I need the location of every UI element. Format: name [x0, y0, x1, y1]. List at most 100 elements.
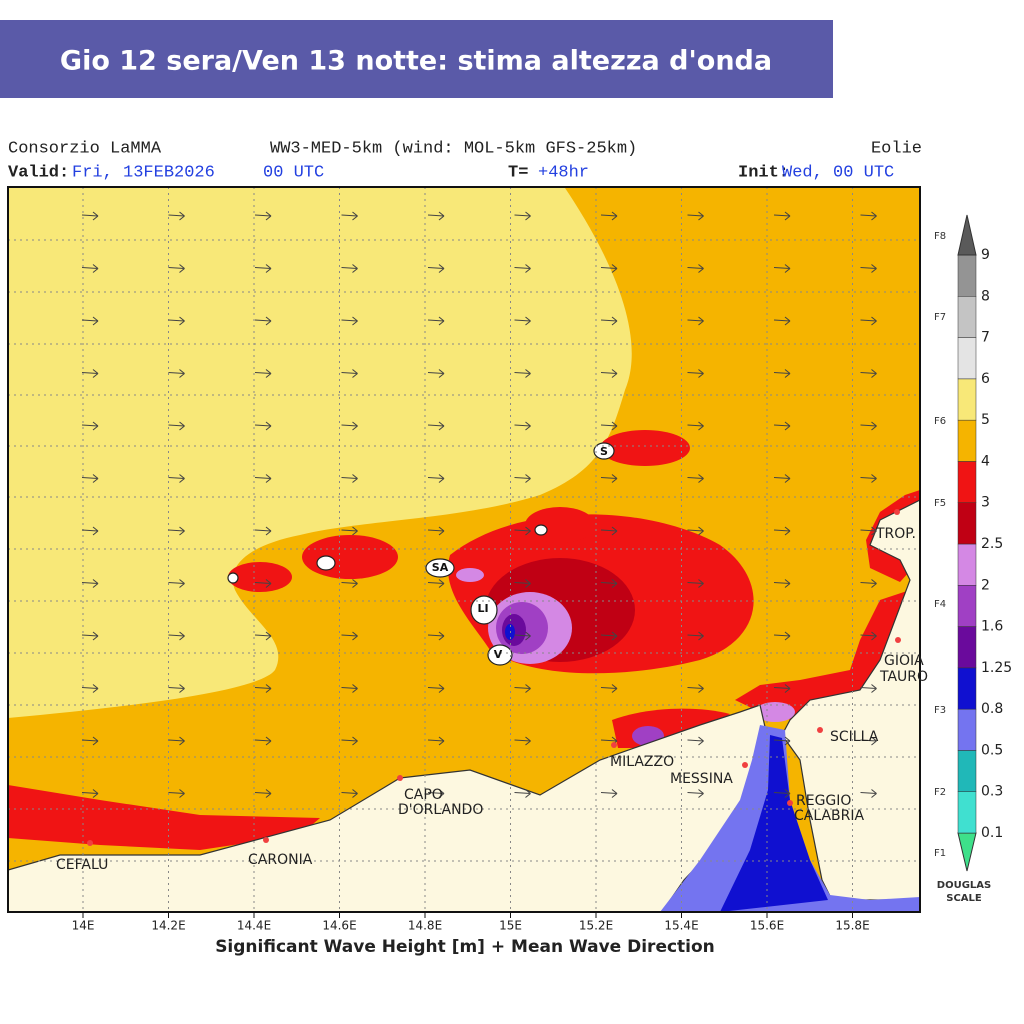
beaufort-label: F5: [934, 498, 946, 509]
arrow: [860, 316, 877, 326]
t-value: +48hr: [538, 163, 589, 182]
calabria-land: [781, 499, 920, 901]
legend-band: [957, 708, 977, 751]
legend-label: 6: [981, 371, 990, 387]
arrow: [600, 526, 618, 536]
arrow: [860, 474, 877, 483]
arrow: [427, 421, 445, 431]
init-label: Init:: [738, 163, 789, 182]
arrow: [514, 526, 531, 536]
arrow: [687, 684, 704, 693]
sea-3-4: [735, 590, 912, 728]
sea-3-4: [525, 507, 595, 543]
arrow: [168, 264, 185, 273]
arrow: [168, 736, 185, 746]
arrow: [860, 736, 877, 746]
arrow: [687, 789, 704, 798]
legend-band: [957, 502, 977, 545]
arrow: [341, 421, 358, 431]
arrow: [81, 264, 99, 273]
arrow: [341, 264, 358, 273]
arrow: [341, 579, 358, 588]
legend-label: 7: [981, 330, 990, 346]
place-label: CEFALU: [56, 857, 108, 873]
arrow: [600, 631, 618, 641]
arrow: [860, 631, 877, 641]
arrow: [81, 526, 99, 536]
beaufort-label: F1: [934, 848, 946, 859]
arrow: [514, 736, 531, 746]
arrow: [600, 316, 618, 326]
arrow: [427, 789, 445, 798]
init-value: Wed, 00 UTC: [782, 163, 894, 182]
arrow: [514, 421, 531, 431]
place-label: REGGIO: [796, 793, 851, 809]
sea-0.8-1.25: [720, 735, 828, 912]
arrow: [773, 684, 791, 693]
legend-title: DOUGLAS: [937, 880, 991, 891]
legend-band: [957, 254, 977, 297]
arrow: [600, 421, 618, 431]
wave-direction-arrows: [81, 211, 877, 798]
place-label: CALABRIA: [794, 808, 865, 824]
arrow: [341, 631, 358, 641]
arrow: [168, 631, 185, 641]
arrow: [254, 316, 272, 326]
arrow: [514, 579, 531, 588]
legend-band: [957, 750, 977, 792]
legend-band: [957, 626, 977, 669]
arrow: [81, 211, 99, 221]
arrow: [514, 264, 531, 273]
legend: 0.1 0.3 0.5 0.8 1.25 1.6 2 2.5 3 4 5 6 7 8 9 F1 F2 F3 F4 F5…: [934, 214, 1012, 904]
arrow: [514, 474, 531, 483]
town-dots: [87, 509, 901, 846]
legend-label: 1.25: [981, 660, 1012, 676]
sea-2-2.5: [456, 568, 484, 582]
arrow: [81, 316, 99, 326]
arrow: [514, 316, 531, 326]
arrow: [514, 684, 531, 693]
arrow: [254, 211, 272, 221]
arrow: [341, 684, 358, 693]
sea-2-2.5: [755, 702, 795, 722]
arrow: [773, 421, 791, 431]
arrow: [427, 316, 445, 326]
legend-label: 0.8: [981, 701, 1003, 717]
banner: [0, 20, 833, 98]
valid-time: 00 UTC: [263, 163, 324, 182]
beaufort-label: F3: [934, 705, 946, 716]
arrow: [341, 474, 358, 483]
arrow: [254, 631, 272, 641]
arrow: [254, 526, 272, 536]
legend-band: [957, 667, 977, 710]
beaufort-label: F2: [934, 787, 946, 798]
place-label: TROP.: [875, 526, 916, 542]
sea-3-4: [600, 430, 690, 466]
arrow: [860, 684, 877, 693]
sea-3-4: [228, 562, 292, 592]
legend-label: 2: [981, 577, 990, 593]
arrow: [687, 474, 704, 483]
arrow: [168, 316, 185, 326]
arrow: [427, 369, 445, 378]
arrow: [427, 526, 445, 536]
arrow: [773, 631, 791, 641]
legend-triangle: [957, 832, 977, 872]
x-tick-label: 14.4E: [237, 919, 271, 933]
island-label: LI: [477, 602, 488, 615]
arrow: [168, 526, 185, 536]
model: WW3-MED-5km (wind: MOL-5km GFS-25km): [270, 139, 637, 158]
arrow: [427, 474, 445, 483]
arrow: [773, 264, 791, 273]
valid-date: Fri, 13FEB2026: [72, 163, 215, 182]
arrow: [860, 369, 877, 378]
arrow: [254, 579, 272, 588]
arrow: [773, 369, 791, 378]
beaufort-label: F4: [934, 599, 946, 610]
arrow: [427, 684, 445, 693]
arrow: [81, 474, 99, 483]
legend-triangle: [957, 214, 977, 256]
arrow: [341, 526, 358, 536]
